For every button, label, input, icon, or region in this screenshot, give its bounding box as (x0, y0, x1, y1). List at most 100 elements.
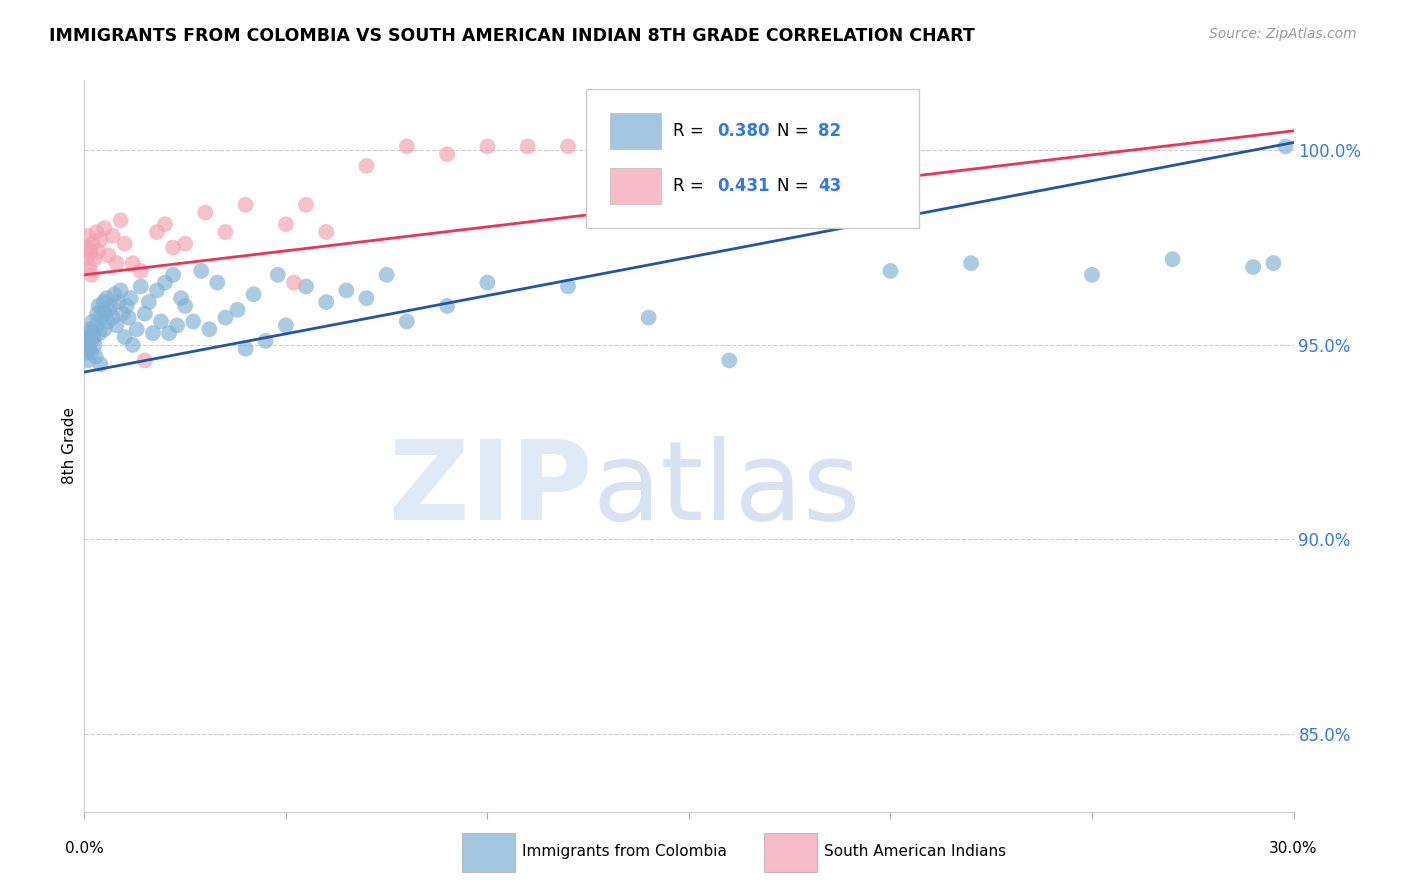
FancyBboxPatch shape (763, 833, 817, 872)
Point (114, 330, 136, 344)
FancyBboxPatch shape (586, 89, 918, 228)
Point (111, 307, 134, 321)
Point (87, 299, 110, 313)
Point (214, 310, 236, 325)
Point (76, 334, 98, 348)
Point (214, 225, 236, 239)
Point (84, 350, 107, 364)
Point (166, 318, 188, 333)
Point (162, 241, 184, 255)
Point (93, 322, 115, 336)
Point (194, 205, 217, 219)
Point (129, 264, 152, 278)
Point (97, 248, 120, 262)
Point (89, 357, 111, 371)
Point (960, 256, 983, 270)
Point (157, 326, 180, 341)
Point (125, 322, 148, 336)
Point (77, 260, 100, 274)
Point (1081, 268, 1104, 282)
Text: N =: N = (778, 121, 814, 140)
Point (80, 345, 103, 359)
Point (678, 131, 700, 145)
Point (170, 291, 193, 305)
Point (93, 221, 115, 235)
Point (637, 310, 659, 325)
Point (274, 318, 297, 333)
Point (100, 299, 122, 313)
Text: South American Indians: South American Indians (824, 845, 1007, 860)
Text: 0.380: 0.380 (717, 121, 769, 140)
Point (254, 334, 277, 348)
FancyBboxPatch shape (461, 833, 515, 872)
Point (89, 233, 111, 247)
Text: R =: R = (673, 121, 709, 140)
Point (235, 342, 257, 356)
Point (142, 326, 165, 341)
Point (295, 279, 318, 293)
Point (105, 318, 128, 333)
Point (80, 268, 103, 282)
Point (718, 353, 741, 368)
Point (97, 314, 120, 328)
Point (115, 299, 138, 313)
Point (87, 244, 110, 259)
Point (146, 284, 169, 298)
Text: 0.431: 0.431 (717, 177, 769, 194)
Point (101, 228, 124, 243)
Point (76, 241, 98, 255)
Point (120, 291, 142, 305)
Point (315, 295, 337, 310)
Point (190, 264, 212, 278)
Point (86, 307, 108, 321)
Point (104, 287, 127, 301)
Point (83, 338, 105, 352)
Point (94, 307, 117, 321)
Point (174, 299, 197, 313)
Point (86, 318, 108, 333)
Point (235, 198, 257, 212)
Point (436, 299, 458, 313)
Point (129, 279, 152, 293)
Point (153, 276, 176, 290)
Point (356, 291, 378, 305)
Point (134, 353, 156, 368)
Point (76, 338, 98, 352)
Text: 30.0%: 30.0% (1270, 841, 1317, 856)
Point (82, 314, 104, 328)
Point (101, 310, 124, 325)
Point (77, 228, 100, 243)
Point (110, 213, 132, 227)
Point (242, 287, 264, 301)
Point (226, 302, 249, 317)
Point (879, 264, 901, 278)
Point (1241, 260, 1264, 274)
Point (598, 139, 620, 153)
Point (96, 291, 118, 305)
Point (283, 276, 305, 290)
Point (267, 268, 290, 282)
Point (718, 139, 741, 153)
Point (207, 276, 229, 290)
Point (121, 338, 143, 352)
Point (83, 252, 105, 267)
Point (134, 307, 156, 321)
FancyBboxPatch shape (610, 168, 661, 204)
Text: ZIP: ZIP (389, 436, 592, 543)
Text: 0.0%: 0.0% (65, 841, 104, 856)
Point (79, 244, 101, 259)
Point (77, 342, 100, 356)
Point (1274, 139, 1296, 153)
Point (637, 139, 659, 153)
Point (80, 334, 103, 348)
FancyBboxPatch shape (610, 113, 661, 149)
Point (335, 284, 357, 298)
Point (174, 236, 197, 251)
Point (107, 295, 129, 310)
Point (516, 139, 538, 153)
Point (758, 139, 780, 153)
Point (153, 217, 176, 231)
Point (110, 284, 132, 298)
Point (75, 345, 97, 359)
Point (105, 256, 128, 270)
